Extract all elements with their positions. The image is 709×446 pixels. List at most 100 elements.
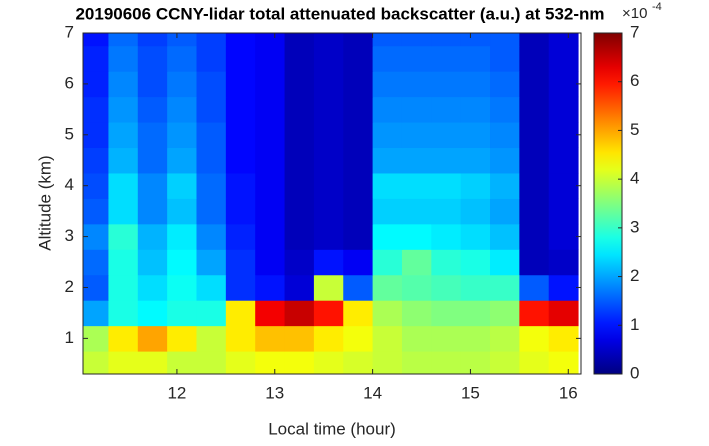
heatmap-cell [401,33,432,47]
heatmap-cell [255,147,286,174]
heatmap-cell [490,351,520,374]
heatmap-cell [196,172,227,199]
heatmap-cell [225,147,256,174]
heatmap-cell [255,223,286,250]
heatmap-cell [343,249,374,276]
heatmap-cell [167,274,197,301]
heatmap-cell [343,300,374,327]
heatmap-cell [548,300,579,327]
heatmap-cell [372,71,403,98]
heatmap-cell [167,71,197,98]
colorbar-exponent-base: ×10 [622,5,647,22]
heatmap-cell [196,300,227,327]
heatmap-cell [401,147,432,174]
heatmap-cell [548,274,579,301]
heatmap-cell [431,71,462,98]
heatmap-cell [431,351,462,374]
heatmap-cell [284,122,315,149]
colorbar-tick-label: 2 [630,266,639,285]
colorbar-tick-label: 3 [630,217,639,236]
heatmap-cell [108,351,139,374]
heatmap-cell [548,122,579,149]
heatmap-cell [137,198,168,225]
heatmap-cell [401,249,432,276]
y-tick-label: 3 [65,226,74,245]
heatmap-cell [519,147,550,174]
heatmap-cell [225,274,256,301]
heatmap-cell [284,96,315,123]
heatmap-cell [137,172,168,199]
x-tick-label: 13 [265,383,284,402]
heatmap-cell [225,223,256,250]
heatmap-cell [196,122,227,149]
heatmap-cell [519,45,550,72]
heatmap-cell [401,325,432,352]
heatmap-cell [196,223,227,250]
heatmap-cell [343,45,374,72]
heatmap-cell [460,300,491,327]
heatmap-cell [313,172,344,199]
y-axis-label: Altitude (km) [35,155,54,250]
heatmap-cell [372,147,403,174]
heatmap-cell [401,300,432,327]
y-tick-label: 5 [65,124,74,143]
heatmap-cell [108,274,139,301]
heatmap-cell [108,71,139,98]
heatmap-cell [137,96,168,123]
plot-frame [82,32,582,375]
heatmap-cell [255,198,286,225]
heatmap-cell [490,274,520,301]
heatmap-cell [460,45,491,72]
heatmap-cell [83,249,109,276]
heatmap-cell [137,45,168,72]
heatmap-cell [519,33,550,47]
heatmap-cell [225,172,256,199]
heatmap-cell [255,45,286,72]
heatmap-cell [431,325,462,352]
heatmap-cell [313,198,344,225]
heatmap-cell [490,223,520,250]
heatmap-cell [284,172,315,199]
heatmap-cell [83,33,109,47]
heatmap-cell [372,351,403,374]
heatmap-cell [108,249,139,276]
heatmap-cell [284,223,315,250]
heatmap-cell [372,274,403,301]
y-tick-label: 1 [65,328,74,347]
heatmap-cell [167,223,197,250]
heatmap-cell [519,122,550,149]
colorbar-tick-label: 4 [630,169,639,188]
heatmap-cell [225,300,256,327]
heatmap-cell [431,300,462,327]
heatmap-cell [167,300,197,327]
heatmap-cell [519,351,550,374]
heatmap-cell [108,325,139,352]
heatmap-cell [343,172,374,199]
heatmap-cell [401,351,432,374]
heatmap-cell [225,325,256,352]
heatmap-cell [108,198,139,225]
heatmap-cell [108,33,139,47]
heatmap-cell [519,198,550,225]
heatmap-cell [548,96,579,123]
colorbar [593,32,623,375]
heatmap-cell [490,325,520,352]
heatmap-cell [548,249,579,276]
colorbar-tick-label: 1 [630,315,639,334]
heatmap-cell [460,33,491,47]
heatmap-cell [83,96,109,123]
heatmap-cell [490,45,520,72]
heatmap-cell [401,223,432,250]
heatmap-cell [548,325,579,352]
heatmap-cell [108,147,139,174]
heatmap-cell [108,172,139,199]
heatmap-cell [313,147,344,174]
heatmap-cell [460,71,491,98]
heatmap-cell [460,198,491,225]
heatmap-cell [460,172,491,199]
heatmap [83,33,579,374]
heatmap-cell [137,223,168,250]
heatmap-cell [313,122,344,149]
heatmap-cell [343,351,374,374]
y-tick-label: 6 [65,73,74,92]
